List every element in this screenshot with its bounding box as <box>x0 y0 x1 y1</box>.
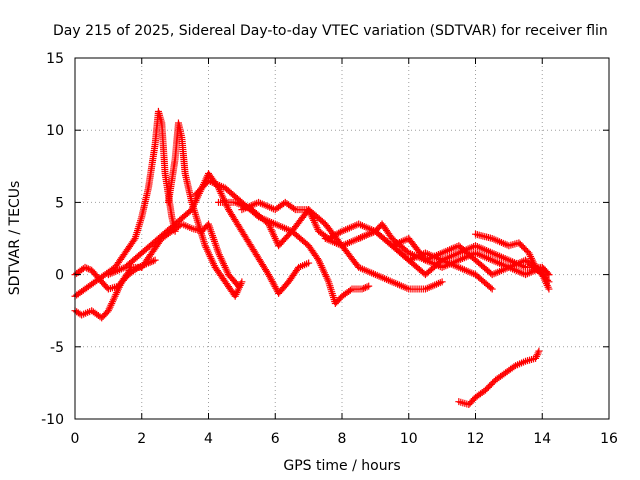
data-point <box>336 228 344 236</box>
data-point <box>151 256 159 264</box>
y-tick-label: -10 <box>41 412 64 428</box>
y-tick-labels: -10 -5 0 5 10 15 <box>41 51 64 428</box>
data-point <box>358 285 366 293</box>
data-point <box>305 259 313 267</box>
data-point <box>235 282 243 290</box>
data-point <box>127 265 135 273</box>
series-track-3 <box>104 170 313 297</box>
x-tick-label: 4 <box>204 431 213 447</box>
data-point <box>363 283 371 291</box>
data-point <box>545 271 553 279</box>
x-tick-label: 10 <box>400 431 418 447</box>
y-axis-title: SDTVAR / TECUs <box>7 181 23 296</box>
x-tick-label: 6 <box>271 431 280 447</box>
data-point <box>360 284 368 292</box>
data-point <box>438 278 446 286</box>
data-point <box>148 258 156 266</box>
x-tick-label: 2 <box>137 431 146 447</box>
chart-title: Day 215 of 2025, Sidereal Day-to-day VTE… <box>53 23 608 39</box>
x-tick-label: 16 <box>600 431 618 447</box>
data-point <box>361 284 369 292</box>
data-point <box>290 204 298 212</box>
data-point <box>544 269 552 277</box>
x-tick-label: 8 <box>338 431 347 447</box>
series-track-5 <box>215 198 446 293</box>
x-tick-labels: 0 2 4 6 8 10 12 14 16 <box>71 431 618 447</box>
data-point <box>533 351 541 359</box>
series-track-1 <box>71 107 179 300</box>
data-point <box>545 285 553 293</box>
data-point <box>346 286 354 294</box>
series-track-10 <box>472 230 553 293</box>
data-point <box>149 257 157 265</box>
series-track-11 <box>455 347 543 409</box>
data-point <box>487 284 495 292</box>
series-track-2 <box>164 119 246 300</box>
x-tick-label: 0 <box>71 431 80 447</box>
data-point <box>233 281 241 289</box>
series-track-14 <box>138 220 243 290</box>
data-point <box>238 278 246 286</box>
data-point <box>365 282 373 290</box>
y-tick-label: -5 <box>50 340 64 356</box>
x-tick-label: 12 <box>467 431 485 447</box>
data-point <box>83 264 91 272</box>
series-track-4 <box>191 177 373 307</box>
data-point <box>130 236 138 244</box>
data-point <box>133 265 141 273</box>
series-track-9 <box>388 235 553 279</box>
y-tick-label: 10 <box>46 123 64 139</box>
axis-ticks <box>74 57 610 420</box>
data-point <box>81 263 89 271</box>
y-tick-label: 15 <box>46 51 64 67</box>
y-tick-label: 0 <box>55 268 64 284</box>
x-axis-title: GPS time / hours <box>283 458 400 474</box>
data-points <box>71 107 553 409</box>
data-point <box>488 285 496 293</box>
data-point <box>510 363 518 371</box>
x-tick-label: 14 <box>533 431 551 447</box>
data-point <box>84 265 92 273</box>
y-tick-label: 5 <box>55 195 64 211</box>
data-point <box>535 347 543 355</box>
